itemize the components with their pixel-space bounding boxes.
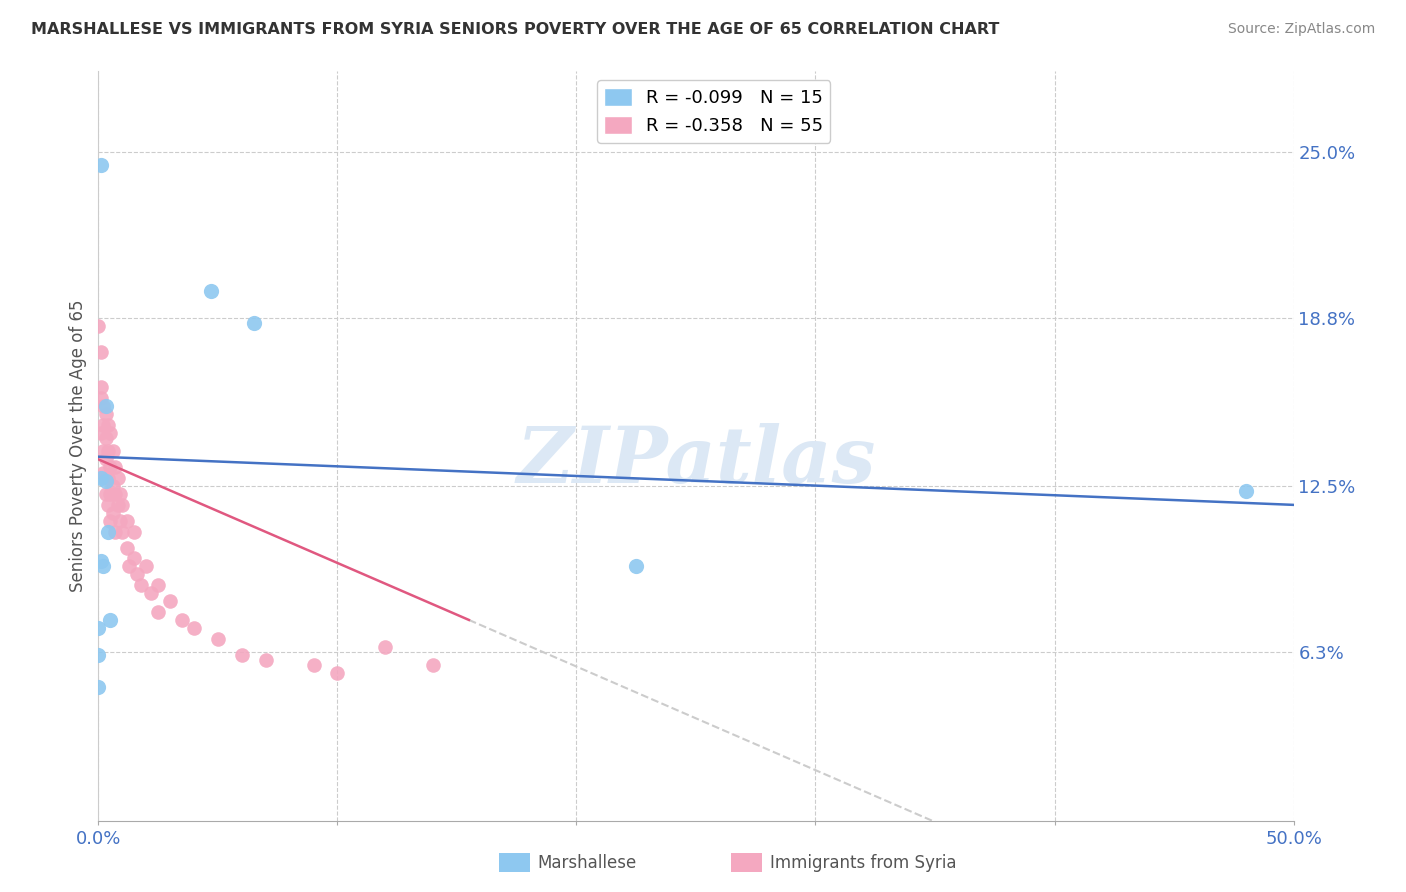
Point bbox=[98, 514, 122, 528]
Point bbox=[104, 524, 127, 539]
Point bbox=[200, 284, 222, 298]
Point bbox=[374, 640, 396, 654]
Point bbox=[118, 559, 141, 574]
Point bbox=[94, 431, 117, 445]
Point bbox=[111, 498, 134, 512]
Text: MARSHALLESE VS IMMIGRANTS FROM SYRIA SENIORS POVERTY OVER THE AGE OF 65 CORRELAT: MARSHALLESE VS IMMIGRANTS FROM SYRIA SEN… bbox=[31, 22, 1000, 37]
Point bbox=[101, 506, 124, 520]
Point bbox=[135, 559, 157, 574]
Point bbox=[148, 605, 170, 619]
Point bbox=[115, 541, 138, 555]
Point bbox=[97, 498, 120, 512]
Point bbox=[90, 425, 112, 440]
Point bbox=[115, 514, 138, 528]
Point bbox=[207, 632, 229, 646]
Point bbox=[422, 658, 444, 673]
Point bbox=[90, 471, 112, 485]
Point bbox=[124, 524, 146, 539]
Point bbox=[90, 554, 112, 568]
Text: Immigrants from Syria: Immigrants from Syria bbox=[770, 854, 957, 871]
Text: ZIPatlas: ZIPatlas bbox=[516, 423, 876, 500]
Point bbox=[326, 666, 349, 681]
Point bbox=[94, 474, 117, 488]
Point bbox=[101, 444, 124, 458]
Point bbox=[172, 613, 194, 627]
Text: Marshallese: Marshallese bbox=[537, 854, 637, 871]
Point bbox=[94, 471, 117, 485]
Point bbox=[104, 487, 127, 501]
Point bbox=[111, 524, 134, 539]
Point bbox=[1234, 484, 1257, 499]
Point bbox=[91, 399, 114, 413]
Point bbox=[231, 648, 253, 662]
Point bbox=[101, 479, 124, 493]
Point bbox=[108, 487, 131, 501]
Point bbox=[183, 621, 205, 635]
Point bbox=[91, 417, 114, 432]
Point bbox=[98, 487, 122, 501]
Point bbox=[148, 578, 170, 592]
Point bbox=[107, 471, 129, 485]
Point bbox=[97, 471, 120, 485]
Point bbox=[91, 444, 114, 458]
Point bbox=[94, 399, 117, 413]
Text: Source: ZipAtlas.com: Source: ZipAtlas.com bbox=[1227, 22, 1375, 37]
Point bbox=[97, 417, 120, 432]
Point bbox=[254, 653, 277, 667]
Y-axis label: Seniors Poverty Over the Age of 65: Seniors Poverty Over the Age of 65 bbox=[69, 300, 87, 592]
Point bbox=[98, 613, 122, 627]
Point bbox=[98, 425, 122, 440]
Point bbox=[125, 567, 148, 582]
Point bbox=[91, 466, 114, 480]
Point bbox=[131, 578, 153, 592]
Point bbox=[124, 551, 146, 566]
Point bbox=[108, 514, 131, 528]
Legend: R = -0.099   N = 15, R = -0.358   N = 55: R = -0.099 N = 15, R = -0.358 N = 55 bbox=[598, 80, 831, 143]
Point bbox=[626, 559, 648, 574]
Point bbox=[87, 318, 110, 333]
Point bbox=[159, 594, 181, 608]
Point bbox=[87, 621, 110, 635]
Point bbox=[94, 407, 117, 421]
Point bbox=[94, 452, 117, 467]
Point bbox=[139, 586, 162, 600]
Point bbox=[90, 158, 112, 172]
Point bbox=[243, 316, 266, 330]
Point bbox=[94, 487, 117, 501]
Point bbox=[90, 391, 112, 405]
Point bbox=[87, 680, 110, 694]
Point bbox=[107, 498, 129, 512]
Point bbox=[91, 559, 114, 574]
Point bbox=[90, 345, 112, 359]
Point bbox=[87, 648, 110, 662]
Point bbox=[97, 524, 120, 539]
Point bbox=[104, 460, 127, 475]
Point bbox=[90, 380, 112, 394]
Point bbox=[302, 658, 325, 673]
Point bbox=[97, 444, 120, 458]
Point bbox=[98, 460, 122, 475]
